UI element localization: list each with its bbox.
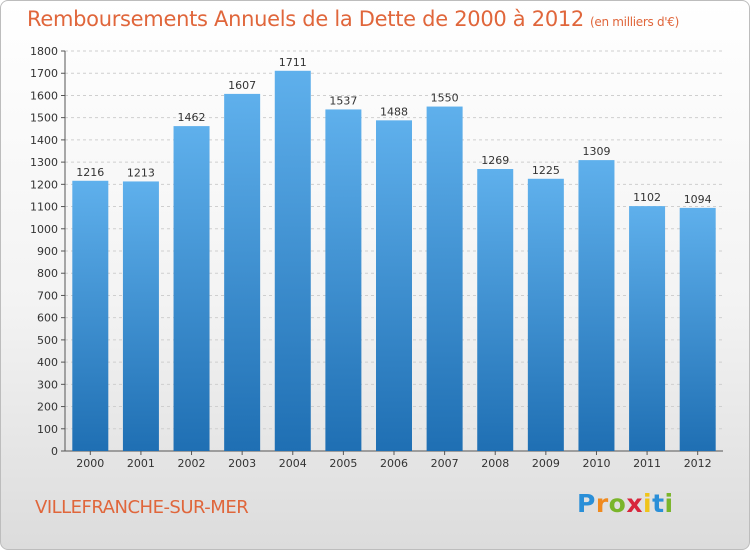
bar <box>325 109 362 451</box>
y-tick-label: 1100 <box>30 201 58 214</box>
data-label: 1216 <box>76 166 104 179</box>
x-tick-label: 2008 <box>481 457 509 470</box>
bar <box>477 169 514 451</box>
y-tick-label: 1400 <box>30 134 58 147</box>
data-label: 1094 <box>684 193 712 206</box>
x-tick-label: 2005 <box>329 457 357 470</box>
y-tick-label: 600 <box>37 312 58 325</box>
y-tick-label: 1500 <box>30 112 58 125</box>
logo-letter: i <box>664 489 674 518</box>
bar <box>629 206 666 451</box>
data-label: 1213 <box>127 166 155 179</box>
x-tick-label: 2001 <box>127 457 155 470</box>
x-tick-label: 2012 <box>684 457 712 470</box>
y-tick-label: 1800 <box>30 45 58 58</box>
bar <box>274 70 311 452</box>
data-label: 1607 <box>228 79 256 92</box>
y-tick-label: 1000 <box>30 223 58 236</box>
bar <box>578 160 615 451</box>
x-tick-label: 2004 <box>279 457 307 470</box>
y-tick-label: 100 <box>37 423 58 436</box>
y-tick-label: 1700 <box>30 67 58 80</box>
logo-letter: x <box>626 489 643 518</box>
logo-letter: P <box>577 489 596 518</box>
y-tick-label: 1200 <box>30 178 58 191</box>
bars <box>72 70 716 452</box>
data-label: 1488 <box>380 105 408 118</box>
logo-letter: t <box>652 489 665 518</box>
title-text: Remboursements Annuels de la Dette de 20… <box>27 7 584 31</box>
y-tick-label: 200 <box>37 401 58 414</box>
x-tick-label: 2006 <box>380 457 408 470</box>
chart-subtitle: (en milliers d'€) <box>590 15 680 29</box>
bar <box>527 178 564 451</box>
city-name: VILLEFRANCHE-SUR-MER <box>35 497 249 518</box>
y-tick-label: 500 <box>37 334 58 347</box>
x-tick-label: 2011 <box>633 457 661 470</box>
data-label: 1269 <box>481 154 509 167</box>
bar <box>376 120 412 451</box>
bar <box>426 106 463 452</box>
data-labels: 1216 1213 1462 1607 1711 1537 1488 1550 1269 1225… <box>76 56 711 206</box>
chart-title: Remboursements Annuels de la Dette de 20… <box>27 7 679 31</box>
y-axis: 0 100 200 300 400 500 600 700 800 900 1000 1100 1200… <box>30 45 66 458</box>
x-tick-label: 2003 <box>228 457 256 470</box>
y-tick-label: 800 <box>37 267 58 280</box>
proxiti-logo: Proxiti <box>577 489 674 518</box>
logo-letter: r <box>595 489 609 518</box>
x-tick-label: 2010 <box>582 457 610 470</box>
data-label: 1102 <box>633 191 661 204</box>
data-label: 1309 <box>582 145 610 158</box>
y-tick-label: 1600 <box>30 89 58 102</box>
y-tick-label: 1300 <box>30 156 58 169</box>
logo-letter: o <box>608 489 627 518</box>
data-label: 1550 <box>431 92 459 105</box>
y-tick-label: 300 <box>37 378 58 391</box>
y-tick-label: 0 <box>51 445 58 458</box>
bar <box>173 126 210 451</box>
data-label: 1225 <box>532 164 560 177</box>
bar <box>72 180 109 451</box>
x-tick-label: 2000 <box>76 457 104 470</box>
data-label: 1711 <box>279 56 307 69</box>
x-tick-label: 2007 <box>431 457 459 470</box>
y-tick-label: 900 <box>37 245 58 258</box>
x-tick-label: 2002 <box>178 457 206 470</box>
y-tick-label: 400 <box>37 356 58 369</box>
bar <box>224 93 261 451</box>
bar <box>679 207 716 451</box>
x-axis: 2000 2001 2002 2003 2004 2005 2006 2007 2008 2009… <box>65 450 723 470</box>
data-label: 1537 <box>329 94 357 107</box>
x-tick-label: 2009 <box>532 457 560 470</box>
logo-letter: i <box>643 489 653 518</box>
bar <box>122 181 159 451</box>
y-tick-label: 700 <box>37 289 58 302</box>
data-label: 1462 <box>178 111 206 124</box>
